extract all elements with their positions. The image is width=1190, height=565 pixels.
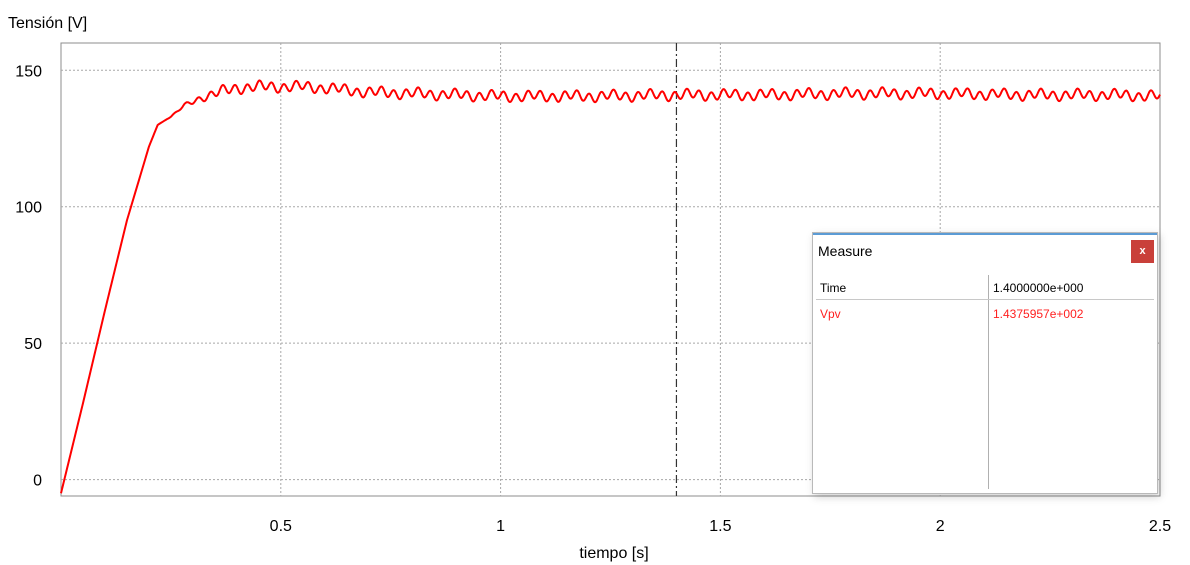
- y-axis-label: Tensión [V]: [8, 15, 87, 32]
- y-tick-label: 150: [15, 63, 42, 80]
- measure-table: Time 1.4000000e+000 Vpv 1.4375957e+002: [816, 275, 1154, 489]
- x-tick-label: 2.5: [1149, 518, 1171, 535]
- series-line-vpv: [60, 79, 1161, 494]
- column-divider: [988, 275, 989, 489]
- y-tick-label: 50: [24, 336, 42, 353]
- x-tick-label: 0.5: [270, 518, 292, 535]
- series-layer: [60, 79, 1161, 494]
- measure-title: Measure: [818, 243, 873, 259]
- close-icon: x: [1139, 245, 1146, 257]
- x-tick-label: 1: [496, 518, 505, 535]
- measure-window[interactable]: Measure x Time 1.4000000e+000 Vpv 1.4375…: [812, 232, 1158, 494]
- signal-value: 1.4375957e+002: [993, 307, 1084, 321]
- tick-labels: 0.5 1 1.5 2 2.5 0 50 100 150: [15, 63, 1171, 535]
- close-button[interactable]: x: [1131, 239, 1154, 263]
- time-value: 1.4000000e+000: [993, 281, 1084, 295]
- signal-label: Vpv: [820, 307, 841, 321]
- time-label: Time: [820, 281, 847, 295]
- x-tick-label: 1.5: [709, 518, 731, 535]
- y-tick-label: 0: [33, 473, 42, 490]
- measure-titlebar[interactable]: Measure x: [813, 233, 1157, 267]
- x-axis-label: tiempo [s]: [579, 545, 648, 562]
- measure-signal-row[interactable]: Vpv 1.4375957e+002: [816, 303, 1154, 325]
- x-tick-label: 2: [936, 518, 945, 535]
- y-tick-label: 100: [15, 200, 42, 217]
- measure-time-row: Time 1.4000000e+000: [816, 277, 1154, 300]
